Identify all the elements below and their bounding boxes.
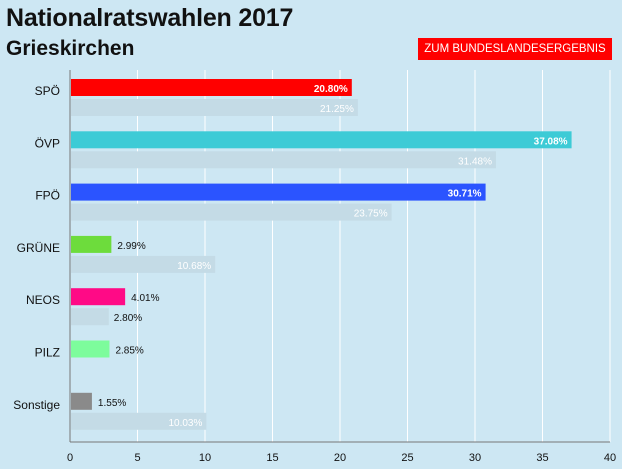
current-bar-4 xyxy=(71,288,126,306)
x-tick-label-25: 25 xyxy=(401,452,413,464)
previous-bar-4 xyxy=(71,308,109,326)
previous-value-label-4: 2.80% xyxy=(114,313,142,324)
x-tick-label-15: 15 xyxy=(266,452,278,464)
current-value-label-2: 30.71% xyxy=(448,189,482,200)
chart-title: Nationalratswahlen 2017 xyxy=(6,4,294,32)
previous-value-label-3: 10.68% xyxy=(177,261,211,272)
current-value-label-4: 4.01% xyxy=(131,293,159,304)
category-label-6: Sonstige xyxy=(13,398,60,412)
category-label-2: FPÖ xyxy=(35,189,60,203)
x-tick-label-10: 10 xyxy=(199,452,211,464)
current-value-label-6: 1.55% xyxy=(98,398,126,409)
previous-bar-0 xyxy=(71,99,358,116)
current-value-label-5: 2.85% xyxy=(115,346,143,357)
x-tick-label-5: 5 xyxy=(134,452,140,464)
category-label-0: SPÖ xyxy=(35,84,60,98)
previous-value-label-1: 31.48% xyxy=(458,156,492,167)
x-tick-label-30: 30 xyxy=(469,452,481,464)
federal-state-result-button[interactable]: ZUM BUNDESLANDESERGEBNIS xyxy=(418,38,612,60)
current-bar-2 xyxy=(71,183,486,201)
current-bar-5 xyxy=(71,340,110,358)
current-bar-3 xyxy=(71,235,112,253)
current-bar-0 xyxy=(71,79,352,96)
x-tick-label-35: 35 xyxy=(536,452,548,464)
previous-bar-3 xyxy=(71,255,216,273)
x-tick-label-0: 0 xyxy=(67,452,73,464)
current-value-label-1: 37.08% xyxy=(534,136,568,147)
previous-value-label-2: 23.75% xyxy=(354,209,388,220)
previous-bar-2 xyxy=(71,203,392,221)
x-tick-label-20: 20 xyxy=(334,452,346,464)
x-tick-label-40: 40 xyxy=(604,452,616,464)
category-label-3: GRÜNE xyxy=(17,241,60,255)
current-value-label-0: 20.80% xyxy=(314,84,348,95)
previous-bar-6 xyxy=(71,412,207,430)
category-label-1: ÖVP xyxy=(35,136,60,150)
previous-value-label-6: 10.03% xyxy=(168,418,202,429)
chart-subtitle: Grieskirchen xyxy=(6,37,135,60)
previous-value-label-0: 21.25% xyxy=(320,104,354,115)
category-label-4: NEOS xyxy=(26,293,60,307)
current-value-label-3: 2.99% xyxy=(117,241,145,252)
current-bar-1 xyxy=(71,131,572,149)
current-bar-6 xyxy=(71,392,92,410)
category-label-5: PILZ xyxy=(35,346,60,360)
previous-bar-1 xyxy=(71,151,496,169)
